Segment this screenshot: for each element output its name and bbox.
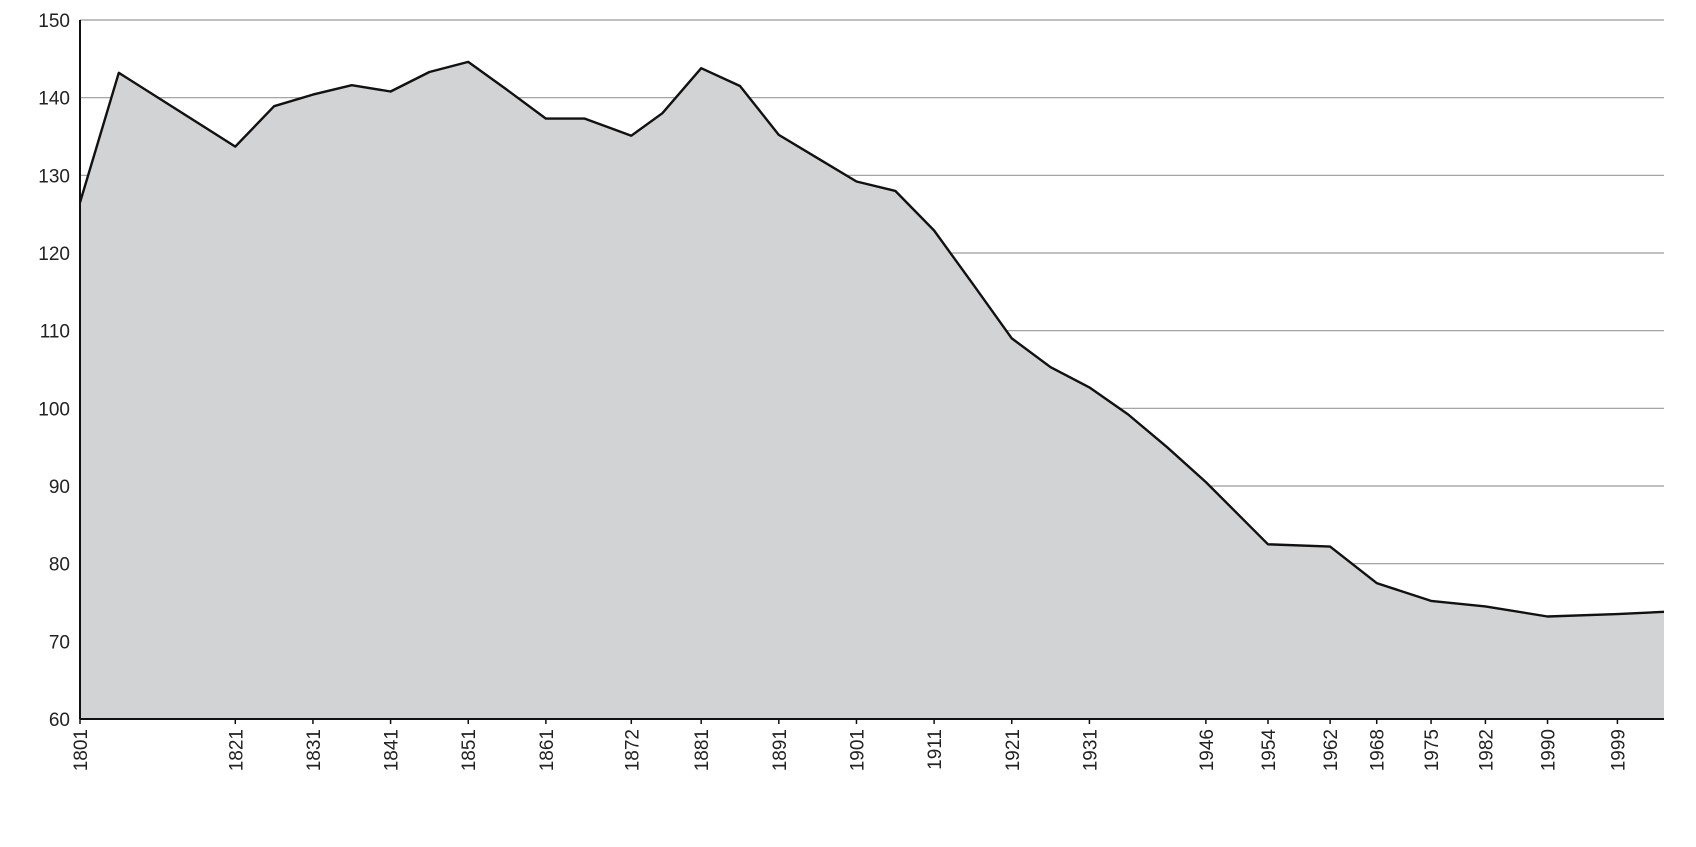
x-tick-label-1841: 1841 xyxy=(382,729,403,771)
x-tick-label-1999: 1999 xyxy=(1608,729,1629,771)
y-tick-label-110: 110 xyxy=(40,322,70,343)
y-tick-label-130: 130 xyxy=(38,166,70,187)
x-tick-label-1962: 1962 xyxy=(1321,729,1342,771)
x-tick-label-1911: 1911 xyxy=(925,729,946,770)
x-tick-label-1872: 1872 xyxy=(622,729,643,771)
x-tick-label-1801: 1801 xyxy=(71,729,92,771)
x-axis-tick-labels: 1801 1821 1831 1841 1851 1861 1872 1881 1891 1901… xyxy=(71,719,1629,771)
x-tick-label-1881: 1881 xyxy=(692,729,713,771)
x-tick-label-1968: 1968 xyxy=(1368,729,1389,771)
y-tick-label-120: 120 xyxy=(38,244,70,265)
y-tick-label-100: 100 xyxy=(38,399,70,420)
x-tick-label-1831: 1831 xyxy=(304,729,325,771)
y-tick-label-80: 80 xyxy=(49,555,70,576)
x-tick-label-1982: 1982 xyxy=(1476,729,1497,771)
x-tick-label-1931: 1931 xyxy=(1080,729,1101,771)
x-tick-label-1891: 1891 xyxy=(770,729,791,771)
y-tick-label-140: 140 xyxy=(38,89,70,110)
axes xyxy=(79,20,1664,720)
y-axis-tick-labels: 60 70 80 90 100 110 120 130 140 150 xyxy=(38,11,70,731)
y-tick-label-90: 90 xyxy=(49,477,70,498)
series-line xyxy=(78,60,1665,618)
x-tick-label-1946: 1946 xyxy=(1197,729,1218,771)
y-tick-label-150: 150 xyxy=(38,11,70,32)
y-tick-label-60: 60 xyxy=(49,710,70,731)
x-tick-label-1901: 1901 xyxy=(847,729,868,771)
x-tick-label-1861: 1861 xyxy=(537,729,558,771)
x-tick-label-1975: 1975 xyxy=(1422,729,1443,771)
x-tick-label-1954: 1954 xyxy=(1259,729,1280,772)
x-tick-label-1921: 1921 xyxy=(1003,729,1024,771)
x-tick-label-1821: 1821 xyxy=(226,729,247,771)
x-tick-label-1851: 1851 xyxy=(459,729,480,771)
area-fill xyxy=(80,61,1664,719)
x-tick-label-1990: 1990 xyxy=(1539,729,1560,771)
y-tick-label-70: 70 xyxy=(49,632,70,653)
